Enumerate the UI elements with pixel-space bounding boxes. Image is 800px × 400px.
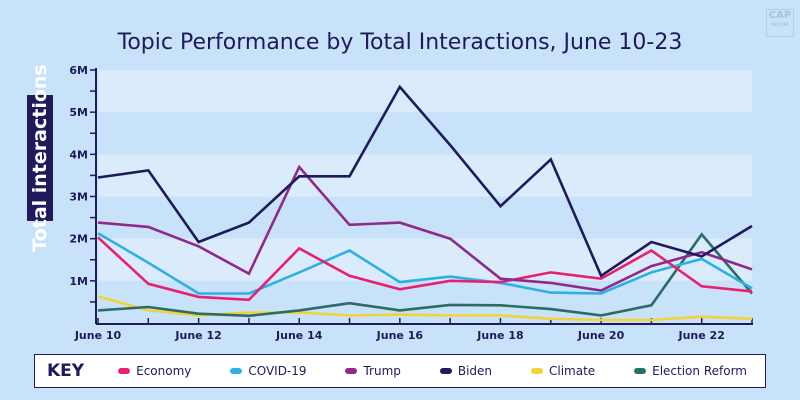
legend: KEY Economy COVID-19 Trump Biden Climate Elec… [34, 354, 766, 388]
legend-label: COVID-19 [248, 364, 307, 378]
y-tick-label: 3M [69, 191, 88, 204]
x-tick-label: June 10 [74, 329, 122, 342]
y-tick-label: 4M [69, 148, 88, 161]
grid-band [98, 70, 752, 113]
x-tick-label: June 22 [678, 329, 725, 342]
legend-swatch [439, 368, 452, 374]
x-tick-label: June 20 [577, 329, 625, 342]
series-line-election-reform [97, 232, 753, 318]
legend-item-economy: Economy [118, 364, 191, 378]
legend-label: Biden [457, 364, 493, 378]
legend-item-election-reform: Election Reform [634, 364, 747, 378]
series-line-economy [97, 236, 753, 302]
legend-swatch [345, 368, 358, 374]
logo-sub: ACTION [771, 22, 789, 27]
grid-band [98, 154, 752, 197]
grid-band [98, 238, 752, 281]
y-tick-label: 5M [69, 106, 88, 119]
logo-main: CAP [768, 10, 792, 21]
x-tick-label: June 14 [275, 329, 323, 342]
y-tick-label: 1M [69, 275, 88, 288]
legend-title: KEY [47, 361, 85, 381]
legend-item-covid-19: COVID-19 [230, 364, 307, 378]
legend-label: Economy [136, 364, 192, 378]
chart-title: Topic Performance by Total Interactions,… [117, 30, 683, 55]
cap-action-logo: CAP ACTION [766, 9, 794, 37]
x-tick-label: June 16 [376, 329, 424, 342]
legend-item-trump: Trump [345, 364, 401, 378]
grid-band [98, 196, 752, 239]
x-tick-label: June 12 [174, 329, 221, 342]
legend-swatch [118, 368, 131, 374]
legend-item-biden: Biden [439, 364, 493, 378]
legend-label: Climate [548, 364, 596, 378]
grid-band [98, 112, 752, 155]
legend-item-climate: Climate [530, 364, 596, 378]
legend-label: Trump [363, 364, 401, 378]
y-tick-label: 6M [69, 64, 88, 77]
series-line-biden [97, 84, 753, 278]
series-line-trump [97, 164, 753, 292]
legend-label: Election Reform [652, 364, 747, 378]
y-tick-label: 2M [69, 233, 88, 246]
legend-swatch [230, 368, 243, 374]
series-line-covid-19 [97, 232, 753, 295]
y-axis-label-box [27, 95, 53, 221]
legend-swatch [634, 368, 647, 374]
x-tick-label: June 18 [476, 329, 523, 342]
legend-swatch [530, 368, 543, 374]
